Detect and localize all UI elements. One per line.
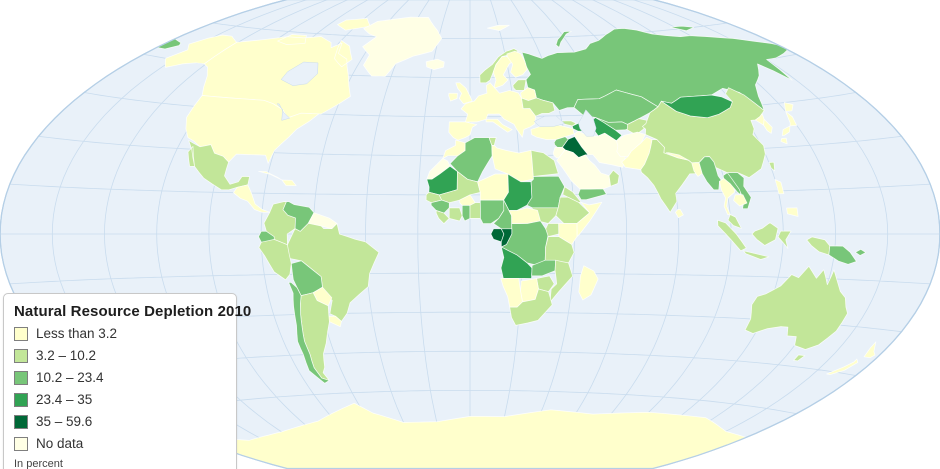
legend-item: 3.2 – 10.2 xyxy=(14,348,226,363)
legend-label: No data xyxy=(36,436,84,451)
countries-layer xyxy=(156,16,877,469)
region-angola[interactable] xyxy=(500,246,533,279)
region-guinea[interactable] xyxy=(430,199,450,214)
black-sea xyxy=(533,115,566,127)
legend-swatch xyxy=(14,436,28,451)
legend-unit-note: In percent xyxy=(14,458,63,469)
region-sierra-leone-liberia[interactable] xyxy=(435,210,450,224)
legend-title: Natural Resource Depletion 2010 xyxy=(14,303,252,320)
region-baltics[interactable] xyxy=(512,79,527,91)
legend-swatch xyxy=(14,370,28,385)
legend-item: 10.2 – 23.4 xyxy=(14,370,226,385)
region-taiwan[interactable] xyxy=(768,161,776,172)
region-chad[interactable] xyxy=(503,173,533,211)
region-egypt[interactable] xyxy=(530,149,559,177)
region-ireland[interactable] xyxy=(448,92,458,102)
region-italy[interactable] xyxy=(485,118,513,133)
region-japan[interactable] xyxy=(780,102,798,145)
legend-swatch xyxy=(14,392,28,407)
region-finland[interactable] xyxy=(506,50,528,78)
region-nepal[interactable] xyxy=(665,152,689,161)
region-peru[interactable] xyxy=(258,239,292,281)
region-novaya-zemlya[interactable] xyxy=(555,30,572,48)
region-south-korea[interactable] xyxy=(763,118,773,134)
region-mozambique[interactable] xyxy=(549,259,574,303)
region-ghana[interactable] xyxy=(461,204,471,222)
region-iceland[interactable] xyxy=(425,58,445,70)
region-south-africa[interactable] xyxy=(509,288,553,326)
region-mexico[interactable] xyxy=(187,140,250,191)
region-algeria[interactable] xyxy=(449,137,493,183)
region-tasmania[interactable] xyxy=(793,354,806,362)
region-bangladesh[interactable] xyxy=(691,162,703,177)
legend-label: 23.4 – 35 xyxy=(36,392,93,407)
region-svalbard[interactable] xyxy=(486,24,510,31)
region-malaysia[interactable] xyxy=(727,214,742,229)
region-norway[interactable] xyxy=(479,48,519,84)
region-ukraine[interactable] xyxy=(521,97,556,117)
map-legend: Natural Resource Depletion 2010 Less tha… xyxy=(3,293,252,469)
region-madagascar[interactable] xyxy=(578,265,599,301)
region-uk[interactable] xyxy=(455,82,473,105)
region-philippines[interactable] xyxy=(774,179,799,217)
region-hispaniola[interactable] xyxy=(281,179,297,187)
legend-item: Less than 3.2 xyxy=(14,326,226,341)
region-ivory-coast[interactable] xyxy=(448,207,463,222)
region-australia[interactable] xyxy=(744,265,848,350)
region-sri-lanka[interactable] xyxy=(675,209,684,219)
legend-list: Less than 3.2 3.2 – 10.2 10.2 – 23.4 23.… xyxy=(14,326,226,451)
region-central-african-republic[interactable] xyxy=(508,207,541,224)
region-chile[interactable] xyxy=(288,282,330,384)
region-syria[interactable] xyxy=(553,136,569,148)
legend-label: 3.2 – 10.2 xyxy=(36,348,97,363)
region-central-america[interactable] xyxy=(233,184,271,213)
legend-swatch xyxy=(14,348,28,363)
region-congo[interactable] xyxy=(500,228,513,248)
region-new-siberian[interactable] xyxy=(670,25,695,32)
region-yemen[interactable] xyxy=(577,188,607,201)
region-new-zealand[interactable] xyxy=(826,341,877,375)
legend-swatch xyxy=(14,414,28,429)
region-greenland[interactable] xyxy=(362,16,443,77)
hudson-bay xyxy=(280,61,319,86)
region-venezuela[interactable] xyxy=(282,201,315,232)
region-canada[interactable] xyxy=(201,18,371,119)
legend-item: No data xyxy=(14,436,226,451)
region-oman[interactable] xyxy=(608,169,620,187)
legend-label: 35 – 59.6 xyxy=(36,414,93,429)
region-guyanas[interactable] xyxy=(307,212,338,230)
legend-label: 10.2 – 23.4 xyxy=(36,370,104,385)
legend-label: Less than 3.2 xyxy=(36,326,118,341)
region-cambodia[interactable] xyxy=(733,194,748,207)
region-iberia[interactable] xyxy=(448,121,478,141)
region-togo-benin[interactable] xyxy=(469,202,481,219)
region-indonesia[interactable] xyxy=(717,219,831,260)
legend-item: 35 – 59.6 xyxy=(14,414,226,429)
great-lakes xyxy=(276,103,291,121)
legend-swatch xyxy=(14,326,28,341)
region-somalia[interactable] xyxy=(576,201,603,237)
region-mongolia[interactable] xyxy=(661,94,733,119)
region-turkmenistan[interactable] xyxy=(589,117,623,142)
region-papua-new-guinea[interactable] xyxy=(828,245,867,265)
legend-item: 23.4 – 35 xyxy=(14,392,226,407)
region-uganda[interactable] xyxy=(545,223,560,237)
caspian-sea xyxy=(578,109,597,137)
